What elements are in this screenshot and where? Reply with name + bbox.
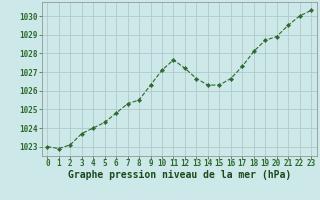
X-axis label: Graphe pression niveau de la mer (hPa): Graphe pression niveau de la mer (hPa) xyxy=(68,170,291,180)
